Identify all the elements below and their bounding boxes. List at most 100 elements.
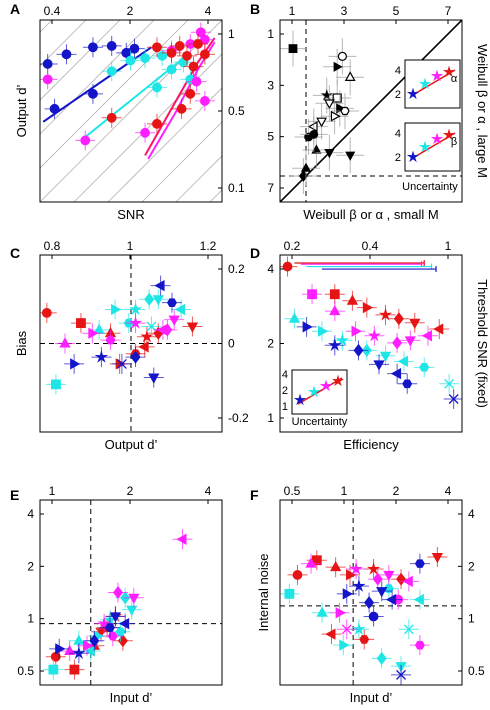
inset-title: α	[451, 73, 458, 85]
x-tick-label: 2	[393, 484, 400, 498]
panel-f: F 0.5 1 2 4 4 2 1 0.5 Input d’ Internal noise	[250, 484, 485, 705]
data-point	[88, 88, 98, 99]
y-tick-label: 1	[27, 612, 34, 626]
data-point	[307, 289, 317, 300]
inset-tick-label: 4	[395, 128, 401, 140]
y-axis-label: Output d’	[14, 85, 29, 138]
data-point	[345, 151, 356, 161]
inset-point	[442, 65, 456, 78]
data-point	[199, 49, 210, 60]
y-tick-label: 1	[267, 411, 274, 425]
x-tick-label: 1	[289, 4, 296, 18]
data-point	[128, 302, 143, 316]
data-point	[193, 39, 203, 49]
y-tick-label: 0	[228, 337, 235, 351]
data-point	[392, 336, 403, 350]
data-point	[117, 634, 128, 648]
panel-label: A	[10, 1, 20, 17]
data-point	[325, 628, 336, 640]
inset-x-label: Uncertainty	[402, 181, 458, 193]
data-point	[364, 596, 375, 610]
data-point	[166, 64, 177, 75]
x-tick-label: 1	[49, 484, 56, 498]
data-point	[316, 606, 328, 617]
data-point	[126, 605, 138, 616]
x-tick-label: 2	[127, 4, 134, 18]
y-tick-label: -0.2	[228, 411, 249, 425]
data-point	[288, 44, 298, 53]
y-tick-label: 4	[27, 507, 34, 521]
data-point	[337, 51, 347, 62]
data-point	[362, 301, 374, 314]
panel-e: E 1 2 4 4 2 1 0.5 Input d’	[10, 484, 223, 705]
data-point	[353, 343, 364, 357]
data-point	[49, 103, 60, 114]
data-point	[367, 328, 382, 342]
x-tick-label: 1	[127, 239, 134, 253]
plot-area	[280, 20, 462, 202]
data-point	[48, 664, 59, 675]
x-tick-label: 4	[445, 484, 452, 498]
data-point	[111, 303, 122, 316]
data-point	[156, 324, 167, 336]
data-point	[72, 646, 86, 659]
y-axis-label: Weibull β or α , large M	[475, 44, 490, 178]
grid-line	[175, 155, 222, 202]
data-point	[154, 280, 165, 292]
data-point	[329, 304, 341, 316]
data-point	[379, 351, 392, 363]
grid-line	[107, 87, 222, 202]
data-point	[97, 616, 111, 630]
inset-tick-label: 2	[282, 385, 288, 397]
data-point	[307, 121, 318, 133]
data-point	[414, 640, 425, 650]
data-point	[316, 117, 328, 128]
inset-plot: β 4 2	[395, 122, 461, 172]
data-point	[64, 644, 76, 656]
x-tick-label: 7	[445, 4, 452, 18]
data-point	[282, 261, 293, 272]
data-point	[340, 106, 350, 116]
inset-point	[406, 87, 420, 100]
data-point	[323, 99, 335, 110]
data-point	[174, 41, 185, 51]
x-tick-label: 0.4	[44, 4, 61, 18]
panel-label: C	[10, 245, 20, 261]
inset-title: β	[451, 136, 457, 148]
data-point	[419, 363, 430, 372]
data-point	[73, 634, 85, 645]
grid-line	[141, 121, 222, 202]
data-point	[166, 298, 177, 307]
data-point	[376, 587, 388, 598]
plot-frame	[39, 499, 223, 686]
data-point	[433, 323, 444, 335]
data-point	[152, 82, 162, 93]
data-point	[199, 96, 210, 106]
x-axis-label: SNR	[117, 207, 144, 222]
y-tick-label: 4	[267, 262, 274, 276]
data-point	[105, 623, 115, 632]
x-axis-label: Input d’	[110, 690, 153, 705]
data-point	[403, 624, 414, 635]
data-point	[107, 631, 118, 641]
data-point	[88, 327, 99, 339]
x-tick-label: 4	[205, 4, 212, 18]
data-point	[185, 88, 196, 99]
data-point	[152, 295, 164, 306]
y-tick-label: 2	[27, 559, 34, 573]
data-point	[346, 569, 357, 581]
data-point	[414, 559, 425, 568]
data-point	[191, 76, 202, 87]
data-point	[448, 394, 459, 404]
x-axis-label: Efficiency	[343, 437, 399, 452]
data-point	[376, 651, 387, 665]
data-point	[140, 53, 150, 64]
data-point	[390, 368, 402, 380]
data-point	[188, 61, 199, 72]
y-tick-label: 3	[267, 78, 274, 92]
data-point	[349, 562, 363, 575]
data-point	[125, 55, 136, 66]
data-point	[383, 570, 395, 582]
data-point	[118, 618, 130, 630]
inset-plot: 4 2 1 Uncertainty	[282, 369, 348, 428]
